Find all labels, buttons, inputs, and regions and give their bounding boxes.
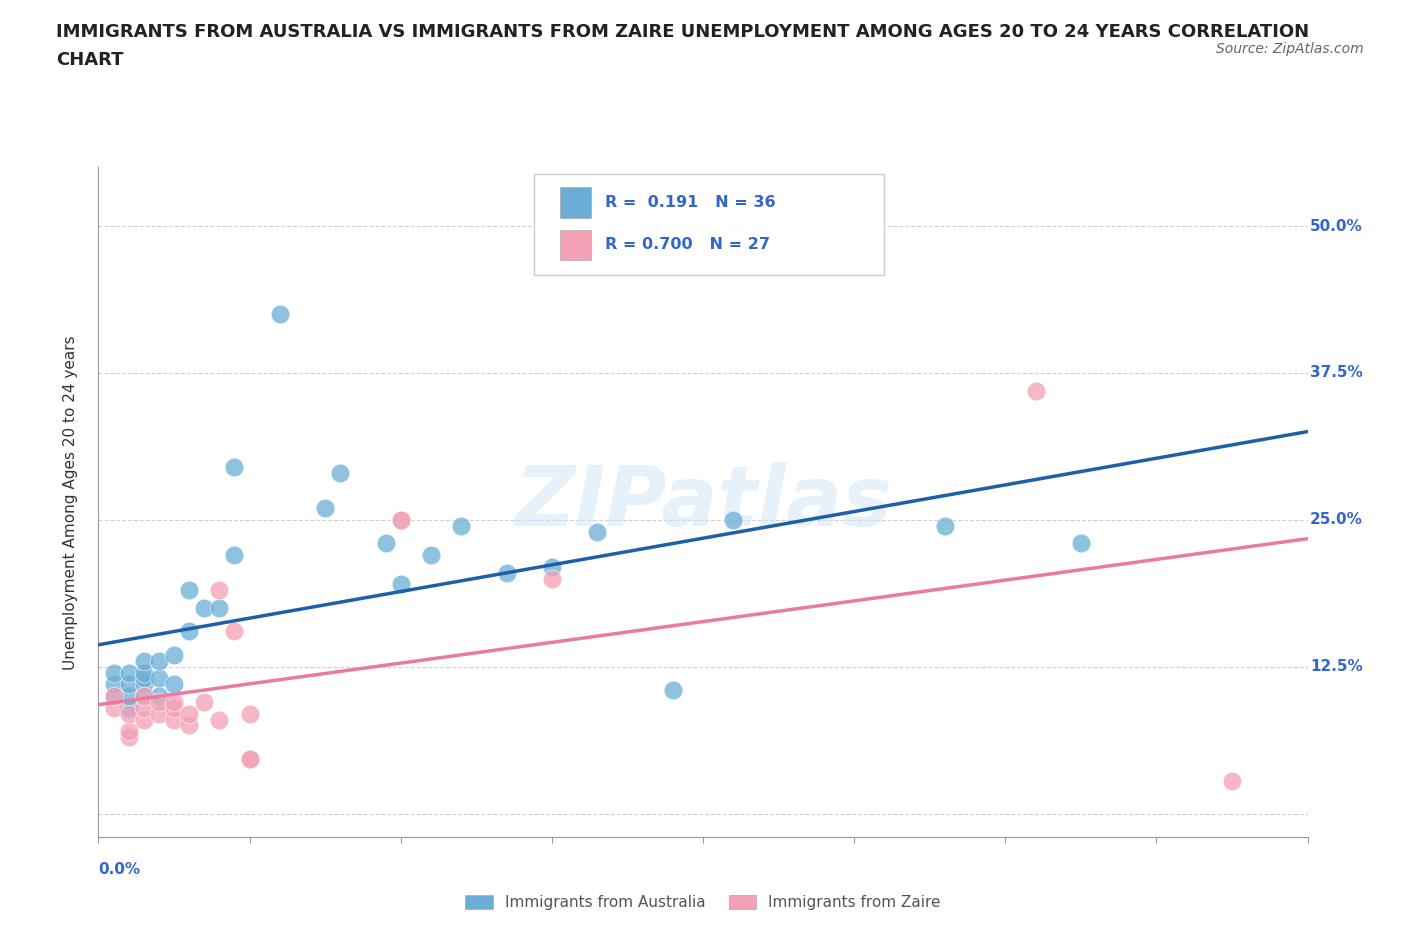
Point <box>1024 383 1046 398</box>
Point <box>103 700 125 715</box>
Text: R =  0.191   N = 36: R = 0.191 N = 36 <box>605 195 776 210</box>
Point <box>193 601 215 616</box>
Point <box>239 752 262 767</box>
Point <box>148 688 170 703</box>
Point <box>132 665 155 680</box>
Point <box>224 459 246 474</box>
Point <box>450 518 472 533</box>
Point <box>148 706 170 721</box>
Point <box>132 712 155 727</box>
Point <box>540 559 562 574</box>
Point <box>118 730 141 745</box>
Point <box>148 654 170 669</box>
Point <box>103 688 125 703</box>
Point <box>132 700 155 715</box>
Point <box>389 512 412 527</box>
FancyBboxPatch shape <box>534 174 884 274</box>
Point <box>1070 536 1092 551</box>
Point <box>179 706 201 721</box>
Point <box>540 571 562 586</box>
Point <box>132 654 155 669</box>
Point <box>163 647 186 662</box>
Point <box>208 712 231 727</box>
Point <box>103 677 125 692</box>
Point <box>389 512 412 527</box>
Text: R = 0.700   N = 27: R = 0.700 N = 27 <box>605 237 770 252</box>
Point <box>163 712 186 727</box>
Point <box>132 677 155 692</box>
Point <box>586 525 609 539</box>
Text: 37.5%: 37.5% <box>1310 365 1362 380</box>
Point <box>389 577 412 591</box>
Point <box>314 500 336 515</box>
Point <box>163 700 186 715</box>
Point <box>132 688 155 703</box>
Point <box>179 718 201 733</box>
Text: ZIPatlas: ZIPatlas <box>515 461 891 543</box>
Point <box>148 671 170 685</box>
Point <box>118 688 141 703</box>
Point <box>118 706 141 721</box>
Legend: Immigrants from Australia, Immigrants from Zaire: Immigrants from Australia, Immigrants fr… <box>460 889 946 916</box>
Bar <box>561 230 591 259</box>
Y-axis label: Unemployment Among Ages 20 to 24 years: Unemployment Among Ages 20 to 24 years <box>63 335 77 670</box>
Text: 12.5%: 12.5% <box>1310 659 1362 674</box>
Point <box>118 677 141 692</box>
Text: 25.0%: 25.0% <box>1310 512 1362 527</box>
Point <box>1220 773 1243 788</box>
Point <box>239 706 262 721</box>
Point <box>661 683 683 698</box>
Point <box>132 688 155 703</box>
Point <box>224 548 246 563</box>
Text: IMMIGRANTS FROM AUSTRALIA VS IMMIGRANTS FROM ZAIRE UNEMPLOYMENT AMONG AGES 20 TO: IMMIGRANTS FROM AUSTRALIA VS IMMIGRANTS … <box>56 23 1309 41</box>
Point <box>723 512 745 527</box>
Point <box>179 624 201 639</box>
Point <box>239 752 262 767</box>
Point <box>118 700 141 715</box>
Point <box>419 548 441 563</box>
Point <box>329 465 352 480</box>
Point <box>934 518 956 533</box>
Point <box>118 724 141 738</box>
Point <box>224 624 246 639</box>
Point <box>208 601 231 616</box>
Point <box>374 536 396 551</box>
Point <box>193 695 215 710</box>
Text: 50.0%: 50.0% <box>1310 219 1362 233</box>
Text: CHART: CHART <box>56 51 124 69</box>
Point <box>118 665 141 680</box>
Point <box>495 565 517 580</box>
Point <box>163 677 186 692</box>
Point <box>148 695 170 710</box>
Point <box>103 665 125 680</box>
Point <box>132 671 155 685</box>
Bar <box>561 188 591 218</box>
Point <box>208 583 231 598</box>
Text: Source: ZipAtlas.com: Source: ZipAtlas.com <box>1216 42 1364 56</box>
Point <box>103 688 125 703</box>
Point <box>269 307 291 322</box>
Text: 0.0%: 0.0% <box>98 862 141 877</box>
Point <box>179 583 201 598</box>
Point <box>163 695 186 710</box>
